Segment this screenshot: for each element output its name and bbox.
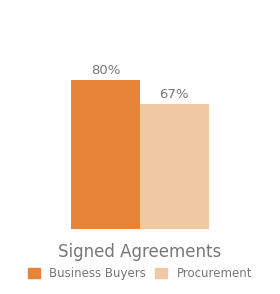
- Legend: Business Buyers, Procurement: Business Buyers, Procurement: [23, 263, 257, 285]
- Text: 80%: 80%: [91, 64, 120, 77]
- Bar: [140, 104, 209, 229]
- X-axis label: Signed Agreements: Signed Agreements: [58, 243, 222, 261]
- Bar: [71, 80, 140, 229]
- Text: 67%: 67%: [160, 88, 189, 101]
